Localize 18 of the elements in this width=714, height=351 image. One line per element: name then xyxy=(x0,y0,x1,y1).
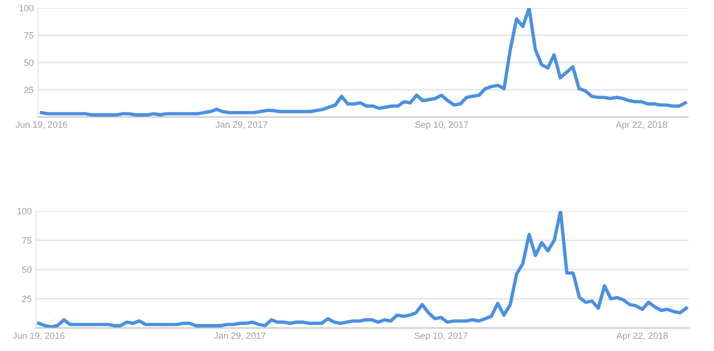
x-tick-label: Jun 19, 2016 xyxy=(12,332,64,340)
y-tick-label: 100 xyxy=(19,4,34,12)
y-tick-label: 100 xyxy=(17,208,32,214)
y-tick-label: 50 xyxy=(24,59,34,66)
x-tick-label: Sep 10, 2017 xyxy=(414,332,468,341)
x-tick-label: Jan 29, 2017 xyxy=(214,332,266,340)
y-tick-label: 75 xyxy=(24,32,34,39)
y-tick-label: 75 xyxy=(22,237,32,244)
x-tick-label: Apr 22, 2018 xyxy=(616,121,668,130)
x-tick-label: Jan 29, 2017 xyxy=(216,121,268,129)
x-tick-label: Apr 22, 2018 xyxy=(616,332,668,341)
line-series xyxy=(40,8,687,116)
line-series xyxy=(37,211,688,328)
y-tick-label: 25 xyxy=(22,296,32,302)
x-tick-label: Jun 19, 2016 xyxy=(16,121,68,129)
y-tick-label: 50 xyxy=(22,266,32,273)
x-tick-label: Sep 10, 2017 xyxy=(415,121,468,130)
y-tick-label: 25 xyxy=(24,86,34,94)
